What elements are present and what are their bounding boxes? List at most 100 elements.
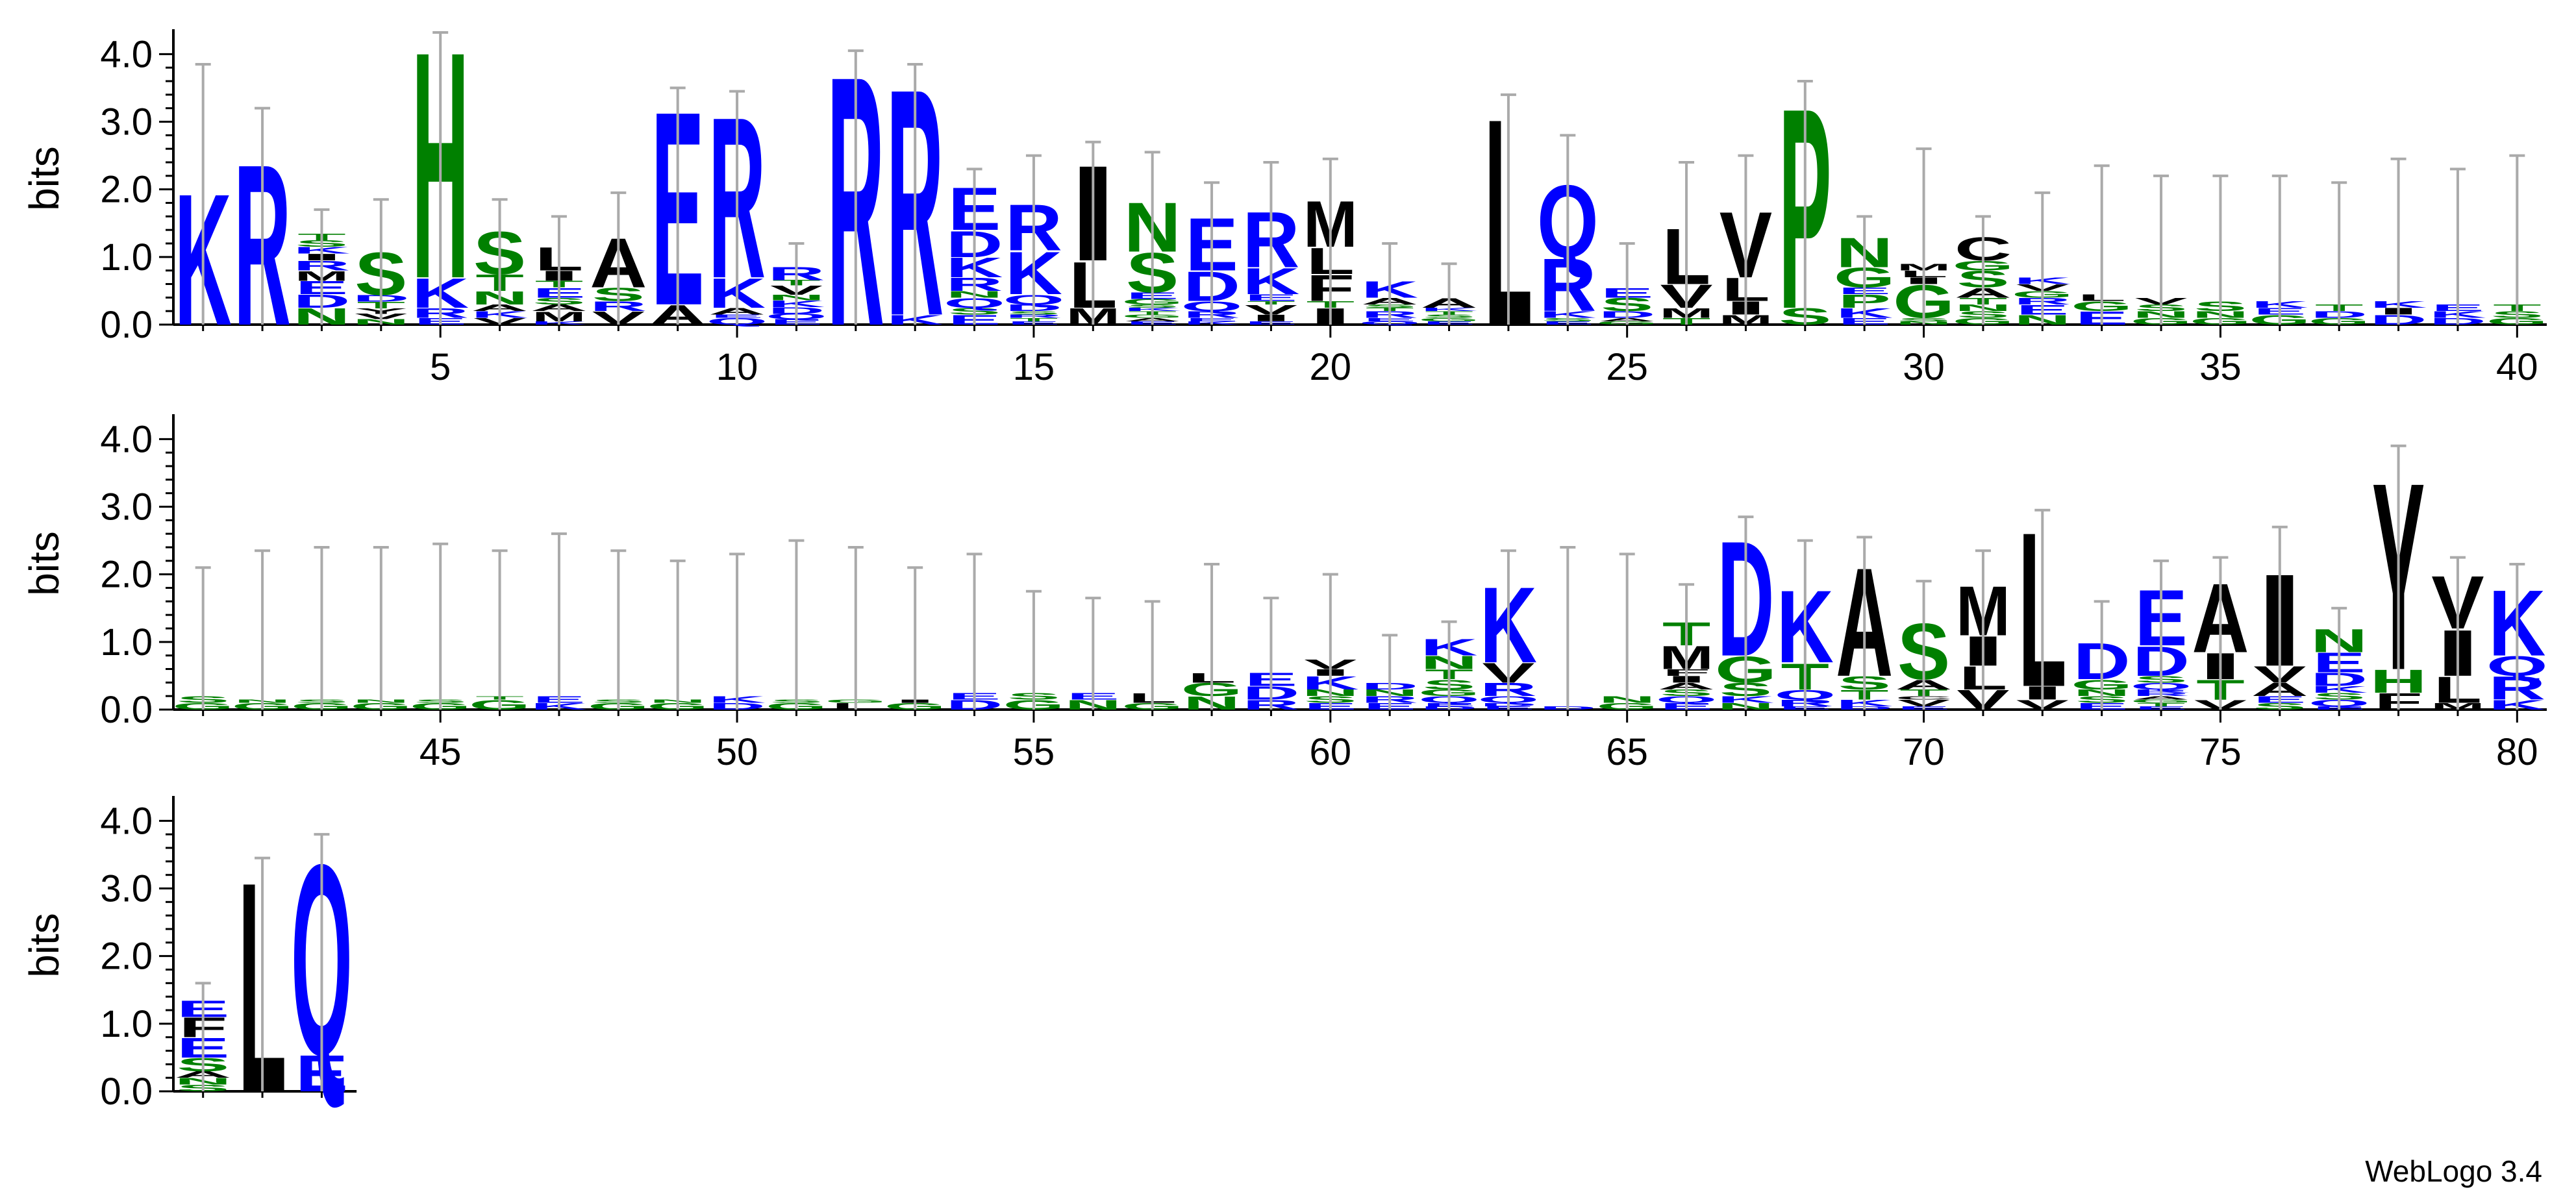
stack-position-64: D (1539, 546, 1596, 711)
error-bar (2509, 154, 2525, 325)
error-bar (2271, 174, 2288, 325)
stack-position-75: VTIA (2192, 556, 2249, 713)
stack-position-7: KMASETIL (531, 215, 588, 326)
error-bar (1500, 93, 1516, 325)
y-tick-label: 1.0 (100, 621, 153, 663)
stack-position-25: GADSE (1596, 242, 1658, 326)
y-axis-label: bits (21, 531, 68, 596)
stack-position-4: NVYTDS (353, 198, 410, 327)
stack-position-61: ERND (1361, 634, 1418, 712)
error-bar (1025, 589, 1042, 710)
error-bar (2449, 167, 2466, 325)
error-bar (1619, 242, 1635, 325)
stack-position-68: ERQTK (1774, 539, 1836, 711)
stack-position-55: GS (1003, 589, 1064, 713)
stack-position-58: NGL (1181, 563, 1242, 713)
x-tick-label: 45 (419, 731, 462, 773)
stack-position-26: TMVL (1659, 161, 1714, 327)
stack-position-43: GS (291, 546, 353, 712)
stack-position-1: K (175, 62, 232, 366)
error-bar (1085, 140, 1101, 325)
stack-position-22: EGSTKA (1418, 262, 1480, 326)
stack-position-31: GSNTASGC (1953, 215, 2014, 327)
error-bar (669, 559, 686, 710)
stack-position-9: AE (649, 54, 707, 364)
logo-row-3: 0.0 1.0 2.0 3.0 4.0 bits SNASEFELEQ (21, 796, 357, 1156)
error-bar (1916, 580, 1932, 710)
error-bar (1975, 549, 1991, 710)
stack-position-54: DE (946, 552, 1003, 713)
error-bar (432, 542, 449, 710)
error-bar (907, 62, 923, 325)
x-tick-label: 55 (1013, 731, 1055, 773)
stack-position-59: RDE (1242, 597, 1299, 713)
stack-position-76: SEAVI (2251, 525, 2308, 712)
error-bar (195, 566, 211, 710)
error-bar (1025, 154, 1042, 325)
stack-position-73: ESNGD (2071, 600, 2132, 712)
stack-position-32: NERGVK (2012, 191, 2073, 328)
stack-position-56: NE (1064, 597, 1121, 713)
stack-position-52: LG (825, 546, 886, 712)
x-tick-label: 20 (1310, 346, 1352, 388)
error-bar (1738, 154, 1754, 325)
error-bar (1263, 161, 1279, 325)
stack-position-30: NSGILM (1893, 147, 1955, 328)
error-bar (2034, 508, 2051, 710)
error-bar (373, 198, 389, 325)
stack-position-14: ESQNRKDE (944, 167, 1005, 328)
error-bar (2390, 444, 2407, 710)
x-tick-label: 70 (1903, 731, 1945, 773)
error-bar (2212, 556, 2229, 710)
error-bar (2094, 600, 2110, 710)
error-bar (847, 49, 864, 325)
stack-position-35: GNS (2190, 174, 2251, 327)
error-bar (1619, 552, 1635, 710)
error-bar (1204, 563, 1220, 710)
stack-position-81: SNASEFE (175, 982, 232, 1093)
stack-position-6: VKANTS (471, 198, 529, 327)
error-bar (2331, 181, 2347, 325)
error-bar (432, 31, 449, 325)
error-bar (2212, 174, 2229, 325)
stack-position-29: EKPEGN (1834, 215, 1895, 327)
stack-position-78: FHY (2370, 428, 2427, 726)
error-bar (1144, 151, 1160, 325)
x-tick-label: 15 (1013, 346, 1055, 388)
error-bar (2034, 191, 2051, 325)
stack-position-45: GS (410, 542, 471, 712)
error-bar (2153, 174, 2170, 325)
y-tick-label: 3.0 (100, 101, 153, 143)
error-bar (1085, 597, 1101, 710)
error-bar (255, 549, 271, 710)
stack-position-46: GT (469, 549, 531, 713)
error-bar (1797, 80, 1813, 325)
error-bar (551, 532, 567, 710)
error-bar (610, 191, 627, 325)
stack-position-65: GN (1596, 552, 1658, 712)
stack-position-74: ETGARKQSDE (2131, 559, 2192, 711)
stack-position-33: EGL (2071, 164, 2132, 328)
error-bar (1738, 515, 1754, 710)
error-bar (492, 198, 508, 325)
stack-position-50: DK (708, 552, 766, 712)
y-tick-label: 3.0 (100, 486, 153, 528)
x-tick-label: 30 (1903, 346, 1945, 388)
y-tick-label: 1.0 (100, 1003, 153, 1045)
stack-position-34: GNSV (2131, 174, 2192, 327)
stack-position-40: GST (2486, 154, 2548, 327)
stack-position-24: ESKRQ (1537, 134, 1599, 327)
x-tick-label: 40 (2496, 346, 2538, 388)
y-tick-label: 1.0 (100, 236, 153, 279)
stack-position-20: ITFLM (1303, 157, 1358, 330)
stack-position-36: GEK (2249, 174, 2310, 328)
stack-position-80: KRQK (2486, 563, 2548, 713)
stack-position-82: L (238, 820, 287, 1156)
error-bar (195, 982, 211, 1091)
error-bar (966, 552, 982, 710)
error-bar (729, 90, 745, 325)
error-bar (2094, 164, 2110, 325)
stack-position-67: NKSGD (1715, 508, 1777, 712)
